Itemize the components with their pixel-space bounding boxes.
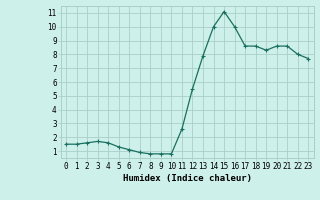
- X-axis label: Humidex (Indice chaleur): Humidex (Indice chaleur): [123, 174, 252, 183]
